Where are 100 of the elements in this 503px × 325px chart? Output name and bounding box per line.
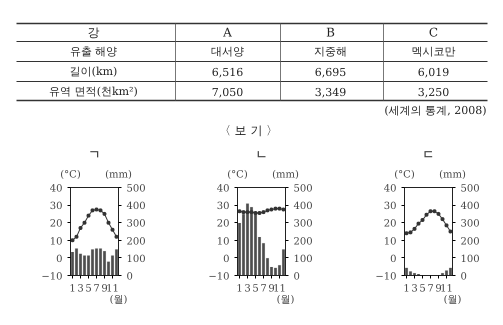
y2-tick-label: 400 <box>460 201 480 212</box>
x-tick-label: 5 <box>85 284 92 294</box>
point <box>82 220 86 225</box>
y-axis-title: (°C) <box>60 170 81 180</box>
y2-tick-label: 100 <box>294 254 313 265</box>
y-tick-label: −10 <box>375 272 397 282</box>
point <box>74 234 78 239</box>
bar <box>246 203 250 276</box>
point <box>404 231 408 236</box>
point <box>98 208 102 212</box>
point <box>114 234 118 239</box>
x-tick-label: 1 <box>236 284 243 294</box>
y-tick-label: 40 <box>216 184 230 194</box>
x-axis-title: (월) <box>276 294 294 306</box>
point <box>408 230 412 234</box>
y2-tick-label: 400 <box>126 201 146 212</box>
bar <box>274 267 278 276</box>
y-tick-label: 10 <box>384 236 397 248</box>
point <box>110 228 114 232</box>
y-tick-label: 40 <box>384 184 397 194</box>
y2-tick-label: 100 <box>460 254 480 265</box>
y2-tick-label: 300 <box>294 218 313 230</box>
text: 7,050 <box>212 86 244 99</box>
x-tick-label: 7 <box>260 284 267 294</box>
x-tick-label: 11 <box>440 284 453 294</box>
x-tick-label: 1 <box>69 284 76 294</box>
bar <box>250 206 254 276</box>
point <box>86 214 90 218</box>
x-tick-label: 7 <box>93 284 100 294</box>
bar <box>444 270 448 276</box>
y2-tick-label: 0 <box>460 272 467 282</box>
x-tick-label: 11 <box>106 284 119 294</box>
text: 멕시코만 <box>412 45 456 58</box>
y-axis-title: (°C) <box>227 170 248 180</box>
point <box>432 209 436 214</box>
y2-tick-label: 200 <box>294 236 313 248</box>
y-tick-label: 20 <box>384 218 397 230</box>
y-tick-label: 30 <box>216 201 230 212</box>
y2-tick-label: 500 <box>460 184 480 194</box>
y-tick-label: 30 <box>384 201 397 212</box>
text: 〈 보 기 〉 <box>218 124 278 138</box>
point <box>424 212 428 217</box>
point <box>428 209 432 214</box>
y2-tick-label: 100 <box>126 254 146 265</box>
bar <box>282 248 286 276</box>
y2-tick-label: 300 <box>126 218 146 230</box>
y-tick-label: 10 <box>216 236 230 248</box>
point <box>102 212 106 216</box>
x-tick-label: 1 <box>403 284 410 294</box>
category-label: 유출 해양 <box>70 45 118 58</box>
y-tick-label: 30 <box>50 201 63 212</box>
point <box>444 223 448 228</box>
y-tick-label: 0 <box>390 254 397 265</box>
category-label: B <box>326 26 336 40</box>
text: 6,695 <box>314 66 346 79</box>
y-tick-label: −10 <box>208 272 230 282</box>
y-tick-label: 40 <box>50 184 63 194</box>
y-tick-label: 20 <box>216 218 230 230</box>
x-tick-label: 5 <box>252 284 259 294</box>
category-label: C <box>428 26 438 40</box>
chart-title: ㄷ <box>422 148 434 162</box>
y-tick-label: 10 <box>50 236 63 248</box>
text: 6,019 <box>418 66 450 79</box>
y2-tick-label: 200 <box>460 236 480 248</box>
y2-tick-label: 0 <box>126 272 133 282</box>
bar <box>440 272 444 276</box>
point <box>78 226 82 230</box>
text: (세계의 통계, 2008) <box>384 104 487 117</box>
x-axis-title: (월) <box>110 294 128 306</box>
category-label: 길이(km) <box>70 65 118 78</box>
point <box>412 226 416 231</box>
bar <box>408 270 412 276</box>
x-tick-label: 5 <box>419 284 426 294</box>
y-tick-label: −10 <box>41 272 63 282</box>
x-tick-label: 3 <box>77 284 84 294</box>
point <box>436 212 440 216</box>
bar <box>412 272 416 276</box>
y2-tick-label: 300 <box>460 218 480 230</box>
y2-axis-title: (mm) <box>105 170 132 180</box>
y2-axis-title: (mm) <box>439 170 466 180</box>
x-tick-label: 9 <box>101 284 108 294</box>
point <box>448 230 452 234</box>
text: 지중해 <box>314 45 347 58</box>
text: 강 <box>88 26 100 40</box>
text: 3,349 <box>314 86 346 99</box>
x-axis-title: (월) <box>444 294 462 306</box>
y2-tick-label: 200 <box>126 236 146 248</box>
y-tick-label: 0 <box>56 254 63 265</box>
chart-title: ㄴ <box>256 148 268 162</box>
text: 3,250 <box>418 86 450 99</box>
point <box>70 238 74 242</box>
point <box>90 208 94 212</box>
y-axis-title: (°C) <box>394 170 415 180</box>
category-label: A <box>222 26 232 40</box>
y-tick-label: 0 <box>223 254 230 265</box>
x-tick-label: 9 <box>268 284 275 294</box>
x-tick-label: 3 <box>244 284 251 294</box>
text: 6,516 <box>212 66 244 79</box>
x-tick-label: 3 <box>411 284 418 294</box>
y2-tick-label: 500 <box>126 184 146 194</box>
